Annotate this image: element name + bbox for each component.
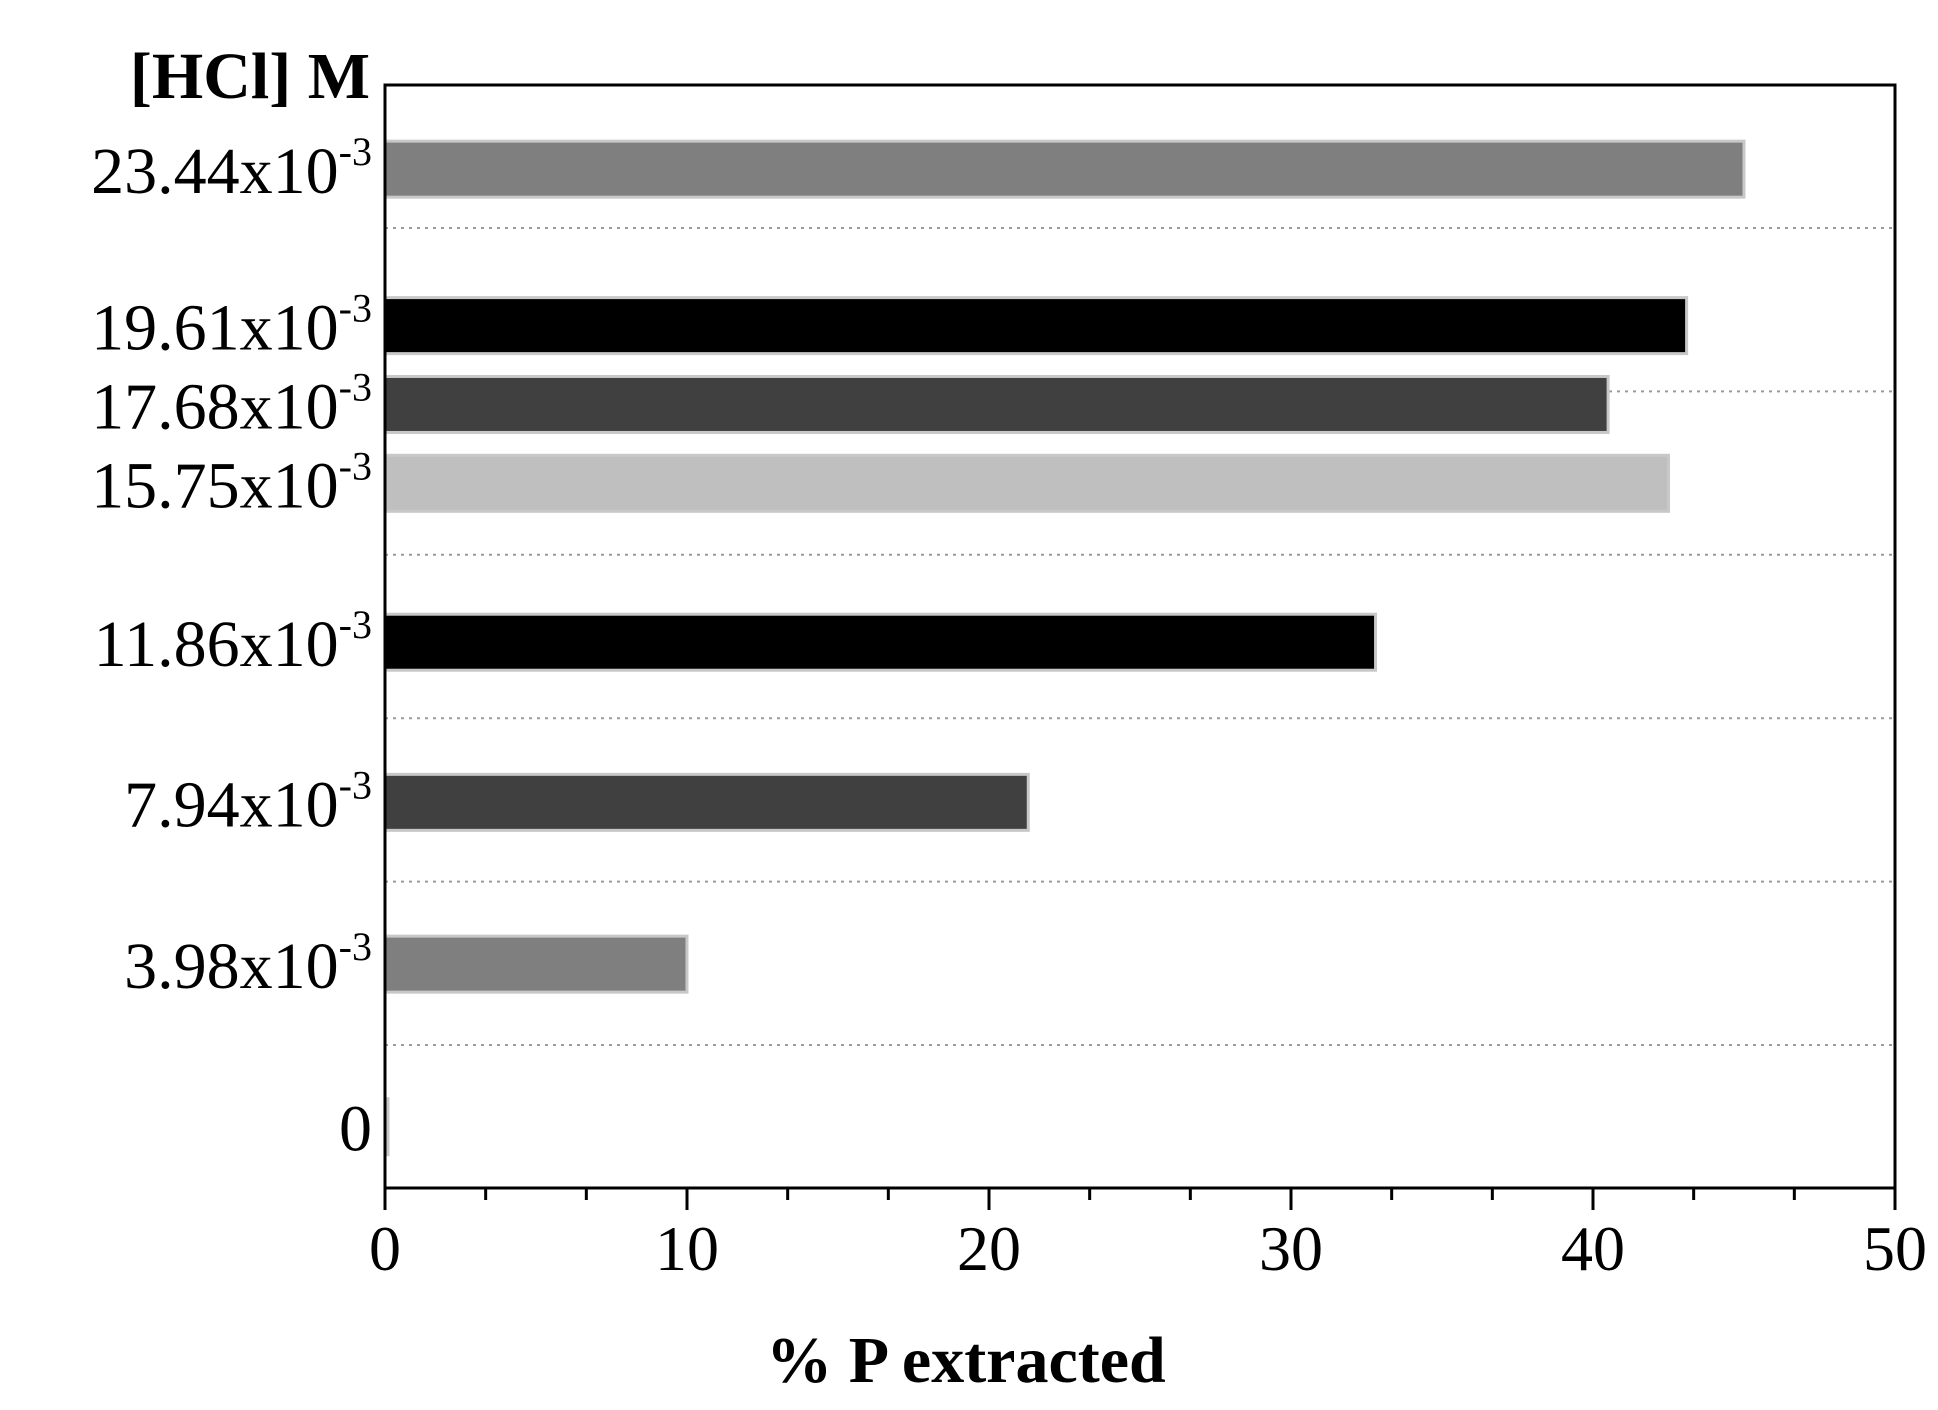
category-base: 15.75x10	[91, 449, 339, 522]
x-tick-label: 40	[1561, 1213, 1625, 1284]
x-tick-label: 10	[655, 1213, 719, 1284]
bar	[383, 772, 1030, 832]
y-category-label: 0	[339, 1093, 372, 1166]
bar	[383, 139, 1746, 199]
x-tick-label: 20	[957, 1213, 1021, 1284]
category-exponent: -3	[339, 602, 372, 647]
y-category-labels: 23.44x10-319.61x10-317.68x10-315.75x10-3…	[91, 129, 372, 1166]
plot-frame	[383, 83, 1897, 1190]
y-category-label: 11.86x10-3	[94, 602, 372, 681]
category-exponent: -3	[339, 286, 372, 331]
bar	[383, 296, 1689, 356]
category-base: 7.94x10	[124, 768, 339, 841]
category-base: 17.68x10	[91, 370, 339, 443]
y-category-label: 19.61x10-3	[91, 286, 372, 365]
category-base: 3.98x10	[124, 930, 339, 1003]
bar	[383, 453, 1670, 513]
category-base: 23.44x10	[91, 135, 339, 208]
x-tick-label: 50	[1863, 1213, 1927, 1284]
y-category-label: 7.94x10-3	[124, 762, 372, 841]
category-base: 11.86x10	[94, 608, 339, 681]
x-axis-title: % P extracted	[766, 1324, 1166, 1397]
grid-lines	[385, 226, 1895, 1047]
y-axis-title: [HCl] M	[130, 40, 370, 113]
y-category-label: 15.75x10-3	[91, 443, 372, 522]
category-exponent: -3	[339, 443, 372, 488]
category-exponent: -3	[339, 924, 372, 969]
x-tick-label: 30	[1259, 1213, 1323, 1284]
category-base: 0	[339, 1093, 372, 1166]
bar	[383, 934, 689, 994]
bars	[383, 139, 1746, 1157]
category-exponent: -3	[339, 364, 372, 409]
bar	[383, 374, 1610, 434]
y-category-label: 23.44x10-3	[91, 129, 372, 208]
x-tick-label: 0	[369, 1213, 401, 1284]
category-exponent: -3	[339, 129, 372, 174]
category-base: 19.61x10	[91, 292, 339, 365]
x-axis-ticks: 0 10 20 30 40 50	[369, 1188, 1927, 1284]
bar	[383, 612, 1378, 672]
y-category-label: 3.98x10-3	[124, 924, 372, 1003]
category-exponent: -3	[339, 762, 372, 807]
y-category-label: 17.68x10-3	[91, 364, 372, 443]
